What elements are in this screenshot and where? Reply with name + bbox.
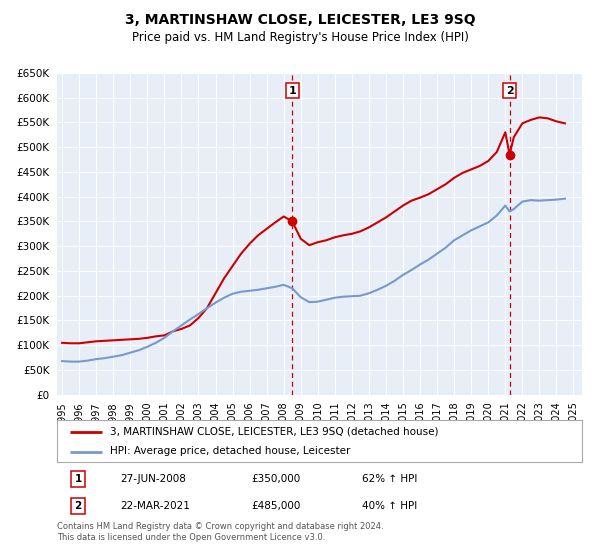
Text: This data is licensed under the Open Government Licence v3.0.: This data is licensed under the Open Gov… [57, 533, 325, 542]
Text: 2: 2 [506, 86, 514, 96]
Text: £485,000: £485,000 [251, 501, 301, 511]
Text: 1: 1 [289, 86, 296, 96]
Text: 1: 1 [74, 474, 82, 484]
Text: £350,000: £350,000 [251, 474, 301, 484]
Text: 27-JUN-2008: 27-JUN-2008 [120, 474, 186, 484]
Text: 3, MARTINSHAW CLOSE, LEICESTER, LE3 9SQ (detached house): 3, MARTINSHAW CLOSE, LEICESTER, LE3 9SQ … [110, 427, 438, 437]
Text: 3, MARTINSHAW CLOSE, LEICESTER, LE3 9SQ: 3, MARTINSHAW CLOSE, LEICESTER, LE3 9SQ [125, 13, 475, 27]
Text: Price paid vs. HM Land Registry's House Price Index (HPI): Price paid vs. HM Land Registry's House … [131, 31, 469, 44]
Text: Contains HM Land Registry data © Crown copyright and database right 2024.: Contains HM Land Registry data © Crown c… [57, 522, 383, 531]
Text: 2: 2 [74, 501, 82, 511]
Text: 40% ↑ HPI: 40% ↑ HPI [361, 501, 417, 511]
Text: HPI: Average price, detached house, Leicester: HPI: Average price, detached house, Leic… [110, 446, 350, 456]
Text: 22-MAR-2021: 22-MAR-2021 [120, 501, 190, 511]
Text: 62% ↑ HPI: 62% ↑ HPI [361, 474, 417, 484]
